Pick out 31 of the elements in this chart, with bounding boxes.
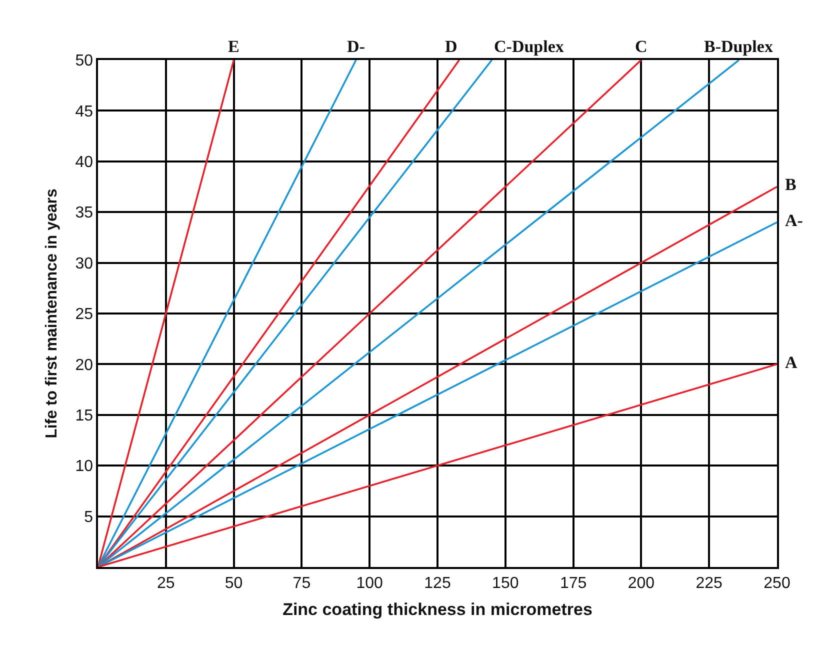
x-tick-label: 150 xyxy=(492,574,519,592)
series-label: D- xyxy=(347,37,366,56)
x-tick-label: 25 xyxy=(157,574,175,592)
x-tick-label: 175 xyxy=(560,574,587,592)
x-axis-title: Zinc coating thickness in micrometres xyxy=(282,600,592,619)
y-axis-title: Life to first maintenance in years xyxy=(44,188,61,438)
y-tick-label: 30 xyxy=(75,255,94,272)
x-tick-label: 75 xyxy=(292,574,311,592)
x-tick-label: 100 xyxy=(356,574,384,592)
y-tick-label: 45 xyxy=(75,103,94,120)
series-label: A- xyxy=(785,211,804,230)
x-tick-label: 50 xyxy=(224,574,243,592)
y-tick-label: 10 xyxy=(75,458,94,476)
y-tick-label: 50 xyxy=(75,52,94,70)
series-label: C xyxy=(635,37,648,56)
y-tick-label: 15 xyxy=(75,408,94,424)
x-tick-label: 125 xyxy=(424,574,451,592)
x-tick-label: 200 xyxy=(628,574,655,592)
series-label: B-Duplex xyxy=(704,37,774,56)
series-label: C-Duplex xyxy=(494,37,564,56)
series-label: B xyxy=(785,175,796,194)
x-tick-label: 225 xyxy=(696,574,723,592)
series-label: E xyxy=(228,37,240,56)
series-label: D xyxy=(445,37,458,56)
series-label: A xyxy=(785,353,798,372)
y-tick-label: 35 xyxy=(75,204,94,222)
y-tick-label: 20 xyxy=(75,356,94,374)
y-tick-label: 5 xyxy=(84,508,94,526)
y-tick-label: 25 xyxy=(75,306,94,324)
x-tick-label: 250 xyxy=(764,574,790,592)
y-tick-label: 40 xyxy=(75,154,94,171)
